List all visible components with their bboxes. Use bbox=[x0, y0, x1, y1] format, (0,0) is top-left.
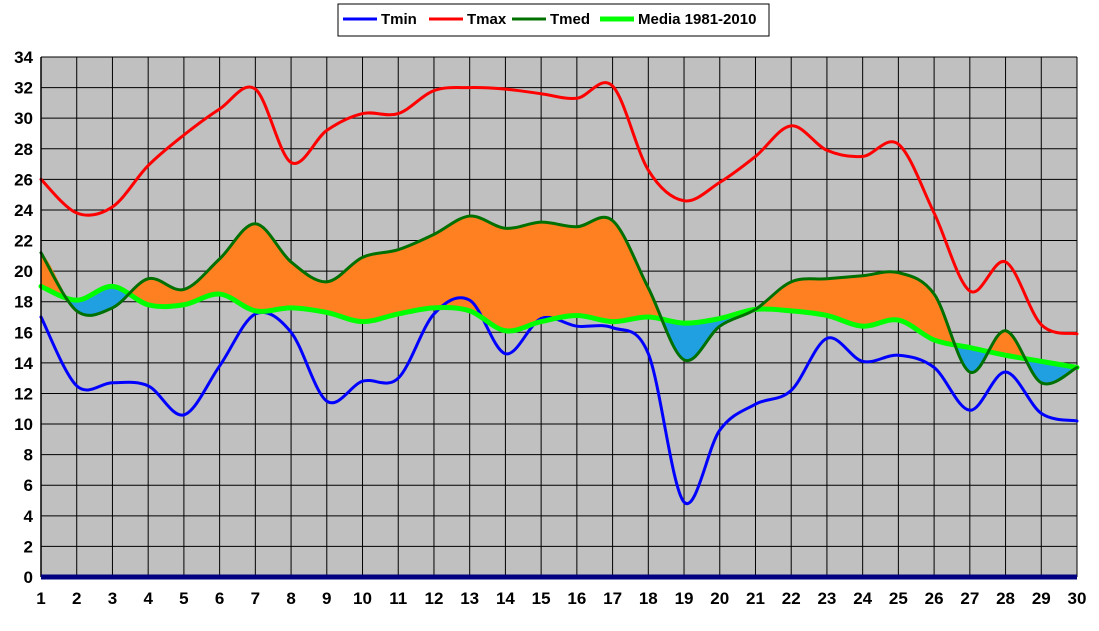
y-tick-label: 24 bbox=[14, 201, 33, 220]
x-tick-label: 21 bbox=[746, 589, 765, 608]
x-tick-label: 8 bbox=[286, 589, 295, 608]
x-tick-label: 19 bbox=[675, 589, 694, 608]
y-tick-label: 34 bbox=[14, 48, 33, 67]
legend-label: Tmin bbox=[381, 11, 417, 28]
x-tick-label: 30 bbox=[1068, 589, 1087, 608]
x-tick-label: 9 bbox=[322, 589, 331, 608]
y-tick-label: 16 bbox=[14, 323, 33, 342]
x-tick-label: 14 bbox=[496, 589, 515, 608]
legend: Tmin Tmax Tmed Media 1981-2010 bbox=[337, 3, 770, 37]
x-tick-label: 18 bbox=[639, 589, 658, 608]
fill-below-normal bbox=[67, 286, 131, 316]
y-tick-label: 22 bbox=[14, 232, 33, 251]
legend-label: Tmed bbox=[550, 11, 590, 28]
y-tick-label: 26 bbox=[14, 170, 33, 189]
x-tick-label: 4 bbox=[143, 589, 153, 608]
x-tick-label: 5 bbox=[179, 589, 188, 608]
fill-above-normal bbox=[756, 271, 955, 346]
series-line-media-1981-2010 bbox=[38, 283, 1080, 370]
x-tick-label: 28 bbox=[996, 589, 1015, 608]
series-line-tmax bbox=[39, 81, 1079, 336]
x-tick-label: 13 bbox=[460, 589, 479, 608]
x-tick-label: 20 bbox=[710, 589, 729, 608]
x-tick-label: 22 bbox=[782, 589, 801, 608]
legend-label: Media 1981-2010 bbox=[638, 11, 756, 28]
legend-box bbox=[337, 3, 770, 37]
x-tick-label: 1 bbox=[36, 589, 45, 608]
y-tick-label: 4 bbox=[24, 507, 34, 526]
y-tick-label: 28 bbox=[14, 140, 33, 159]
y-tick-label: 20 bbox=[14, 262, 33, 281]
x-tick-label: 29 bbox=[1032, 589, 1051, 608]
x-tick-label: 3 bbox=[108, 589, 117, 608]
x-tick-label: 27 bbox=[960, 589, 979, 608]
x-tick-label: 6 bbox=[215, 589, 224, 608]
y-tick-label: 30 bbox=[14, 109, 33, 128]
y-tick-label: 2 bbox=[24, 537, 33, 556]
x-tick-label: 7 bbox=[251, 589, 260, 608]
x-tick-label: 12 bbox=[425, 589, 444, 608]
series-line-tmed bbox=[39, 214, 1079, 386]
fill-below-normal bbox=[661, 309, 756, 361]
x-tick-label: 26 bbox=[925, 589, 944, 608]
y-tick-label: 32 bbox=[14, 79, 33, 98]
x-tick-label: 16 bbox=[567, 589, 586, 608]
fill-below-normal bbox=[1026, 358, 1077, 384]
y-tick-label: 12 bbox=[14, 384, 33, 403]
x-tick-label: 23 bbox=[817, 589, 836, 608]
y-tick-label: 8 bbox=[24, 446, 33, 465]
legend-label: Tmax bbox=[467, 11, 507, 28]
y-tick-label: 0 bbox=[24, 568, 33, 587]
x-tick-label: 2 bbox=[72, 589, 81, 608]
series-line-tmin bbox=[39, 296, 1079, 506]
x-tick-label: 25 bbox=[889, 589, 908, 608]
y-tick-label: 14 bbox=[14, 354, 33, 373]
fill-above-normal bbox=[130, 216, 662, 332]
y-tick-label: 10 bbox=[14, 415, 33, 434]
x-tick-label: 10 bbox=[353, 589, 372, 608]
x-tick-label: 24 bbox=[853, 589, 872, 608]
x-tick-label: 17 bbox=[603, 589, 622, 608]
y-tick-label: 6 bbox=[24, 476, 33, 495]
y-tick-label: 18 bbox=[14, 293, 33, 312]
x-tick-label: 15 bbox=[532, 589, 551, 608]
x-tick-label: 11 bbox=[389, 589, 407, 608]
